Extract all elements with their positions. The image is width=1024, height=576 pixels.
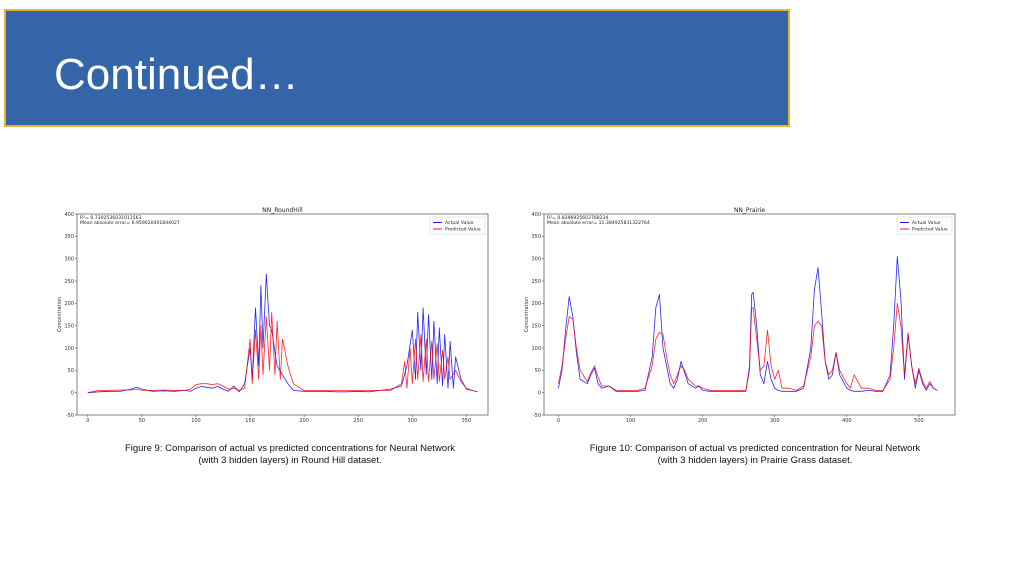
x-tick-label: 500 bbox=[914, 418, 924, 422]
y-tick-label: 100 bbox=[64, 346, 74, 352]
legend-label: Predicted Value bbox=[445, 227, 481, 233]
r2-annotation: R²= 0.8396925603768234 bbox=[547, 215, 609, 221]
x-tick-label: 200 bbox=[299, 418, 309, 422]
legend-box bbox=[429, 216, 486, 235]
legend-box bbox=[896, 216, 953, 235]
series-line bbox=[558, 256, 938, 392]
chart-title: NN_RoundHill bbox=[262, 207, 303, 214]
series-line bbox=[87, 311, 478, 394]
y-axis-label: Concentration bbox=[524, 297, 530, 332]
plot-frame bbox=[543, 213, 956, 416]
chart-title: NN_Prairie bbox=[734, 207, 765, 214]
mae-annotation: Mean absolute error= 6.959020401844027 bbox=[80, 220, 180, 226]
y-tick-label: 200 bbox=[531, 301, 541, 307]
x-tick-label: 0 bbox=[86, 418, 89, 422]
y-tick-label: 400 bbox=[531, 212, 541, 218]
chart-nn-prairie: NN_Prairie -50 0 50 100 150 200 250 300 350 400 0 10… bbox=[524, 207, 956, 422]
x-tick-label: 50 bbox=[139, 418, 145, 422]
y-tick-label: 350 bbox=[531, 234, 541, 240]
y-tick-label: 50 bbox=[535, 368, 541, 374]
figure-10-caption-line-1: Figure 10: Comparison of actual vs predi… bbox=[589, 443, 921, 454]
x-tick-label: 100 bbox=[626, 418, 636, 422]
mae-annotation: Mean absolute error= 11.384925831322764 bbox=[547, 220, 650, 226]
y-tick-label: 50 bbox=[68, 368, 74, 374]
figure-9-caption: Figure 9: Comparison of actual vs predic… bbox=[55, 443, 525, 466]
x-tick-label: 300 bbox=[408, 418, 418, 422]
figure-9-caption-line-2: (with 3 hidden layers) in Round Hill dat… bbox=[198, 454, 382, 466]
y-tick-label: 400 bbox=[64, 212, 74, 218]
series-line bbox=[87, 273, 478, 394]
figure-10-caption-line-2: (with 3 hidden layers) in Prairie Grass … bbox=[657, 454, 853, 466]
y-tick-label: -50 bbox=[533, 413, 541, 419]
figure-9-chart: NN_RoundHill -50 0 50 100 150 200 250 300 350 400 0… bbox=[55, 206, 495, 422]
figure-9-caption-line-1: Figure 9: Comparison of actual vs predic… bbox=[124, 443, 455, 454]
y-tick-label: 0 bbox=[538, 390, 541, 396]
y-tick-label: 150 bbox=[64, 323, 74, 329]
x-tick-label: 0 bbox=[557, 418, 560, 422]
x-tick-label: 300 bbox=[770, 418, 780, 422]
slide-title: Continued… bbox=[54, 50, 299, 99]
y-tick-label: 200 bbox=[64, 301, 74, 307]
legend-label: Actual Value bbox=[445, 220, 474, 226]
x-tick-label: 150 bbox=[245, 418, 255, 422]
y-tick-label: 350 bbox=[64, 234, 74, 240]
figure-10-chart: NN_Prairie -50 0 50 100 150 200 250 300 350 400 0 10… bbox=[522, 206, 962, 422]
y-tick-label: 300 bbox=[531, 256, 541, 262]
x-tick-label: 200 bbox=[698, 418, 708, 422]
r2-annotation: R²= 0.7302536031011563 bbox=[80, 215, 142, 221]
y-tick-label: 250 bbox=[64, 279, 74, 285]
y-axis-label: Concentration bbox=[57, 297, 63, 332]
y-tick-label: 300 bbox=[64, 256, 74, 262]
slide-title-bar: Continued… bbox=[4, 9, 790, 127]
x-tick-label: 100 bbox=[191, 418, 201, 422]
chart-nn-roundhill: NN_RoundHill -50 0 50 100 150 200 250 300 350 400 0… bbox=[57, 207, 489, 422]
y-tick-label: 0 bbox=[71, 390, 74, 396]
x-tick-label: 350 bbox=[462, 418, 472, 422]
legend-label: Actual Value bbox=[912, 220, 941, 226]
y-tick-label: 100 bbox=[531, 346, 541, 352]
series-line bbox=[558, 302, 938, 391]
plot-frame bbox=[76, 213, 489, 416]
y-tick-label: -50 bbox=[66, 413, 74, 419]
x-tick-label: 400 bbox=[842, 418, 852, 422]
y-tick-label: 250 bbox=[531, 279, 541, 285]
x-tick-label: 250 bbox=[353, 418, 363, 422]
y-tick-label: 150 bbox=[531, 323, 541, 329]
legend-label: Predicted Value bbox=[912, 227, 948, 233]
figure-10-caption: Figure 10: Comparison of actual vs predi… bbox=[522, 443, 988, 466]
